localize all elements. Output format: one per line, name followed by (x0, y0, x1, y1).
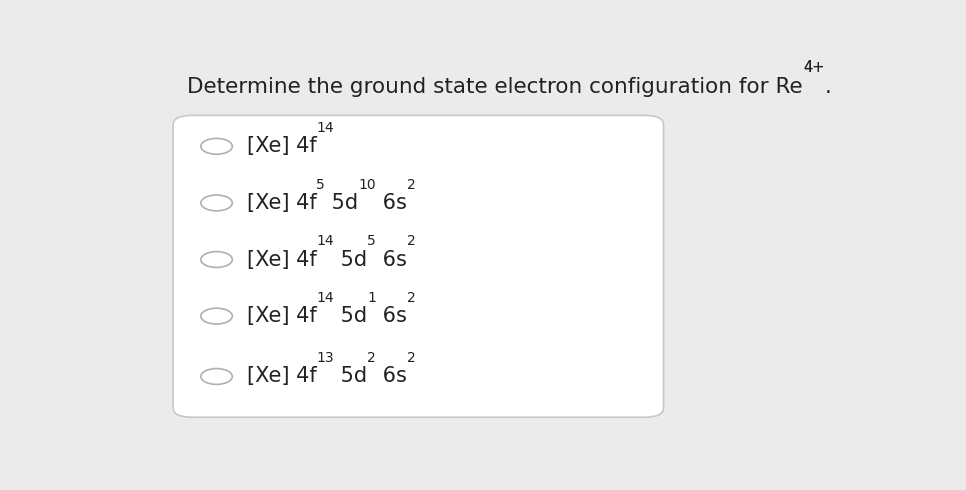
Text: 14: 14 (316, 234, 334, 248)
Text: [Xe] 4f: [Xe] 4f (246, 136, 316, 156)
Circle shape (201, 368, 232, 385)
Text: 6s: 6s (376, 367, 407, 387)
Text: 5: 5 (367, 234, 376, 248)
Text: 5d: 5d (325, 193, 358, 213)
Text: 5d: 5d (334, 249, 367, 270)
Text: 10: 10 (358, 177, 376, 192)
Circle shape (201, 251, 232, 268)
Text: .: . (824, 77, 831, 97)
FancyBboxPatch shape (173, 115, 664, 417)
Text: 5: 5 (316, 177, 325, 192)
Text: 6s: 6s (376, 249, 407, 270)
Text: 2: 2 (407, 177, 415, 192)
Text: 1: 1 (367, 291, 376, 305)
Text: [Xe] 4f: [Xe] 4f (246, 306, 316, 326)
Text: 2: 2 (367, 351, 376, 365)
Text: 6s: 6s (376, 193, 407, 213)
Text: 5d: 5d (334, 367, 367, 387)
Text: 6s: 6s (376, 306, 407, 326)
Text: 4+: 4+ (803, 60, 824, 75)
Text: 2: 2 (407, 234, 415, 248)
Text: 14: 14 (316, 291, 334, 305)
Text: [Xe] 4f: [Xe] 4f (246, 193, 316, 213)
Circle shape (201, 138, 232, 154)
Text: [Xe] 4f: [Xe] 4f (246, 249, 316, 270)
Text: [Xe] 4f: [Xe] 4f (246, 367, 316, 387)
Text: 2: 2 (407, 351, 415, 365)
Circle shape (201, 195, 232, 211)
Text: 13: 13 (316, 351, 334, 365)
Text: 5d: 5d (334, 306, 367, 326)
Text: 2: 2 (407, 291, 415, 305)
Text: 4+: 4+ (803, 60, 824, 75)
Circle shape (201, 308, 232, 324)
Text: 14: 14 (316, 121, 334, 135)
Text: Determine the ground state electron configuration for Re: Determine the ground state electron conf… (187, 77, 803, 97)
